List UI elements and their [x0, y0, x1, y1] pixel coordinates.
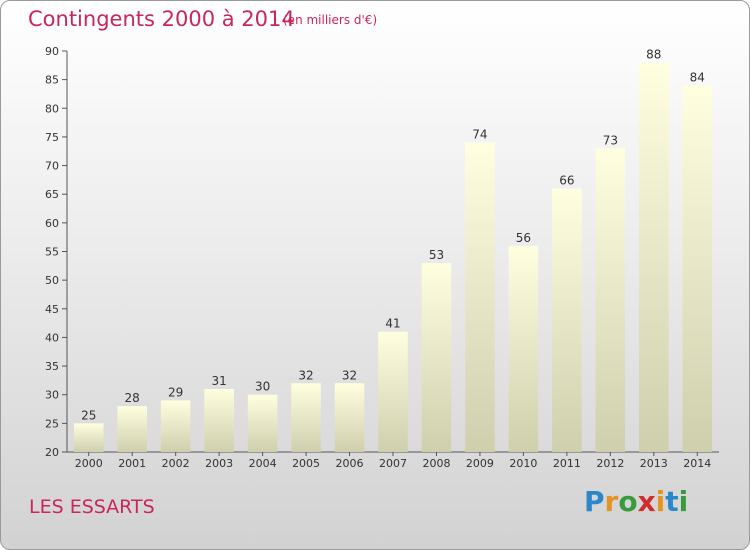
- data-label: 84: [690, 70, 705, 84]
- chart-title: Contingents 2000 à 2014: [28, 7, 295, 31]
- x-tick-label: 2013: [640, 457, 668, 470]
- bar: [160, 400, 191, 452]
- axes: 20 25 30 35 40 45 50 55 60 65 70 75 80 85 90: [45, 45, 719, 459]
- data-label: 29: [168, 385, 183, 399]
- y-tick-label: 40: [45, 331, 59, 344]
- bar: [117, 406, 147, 452]
- data-label: 41: [385, 317, 400, 331]
- bars: [73, 62, 713, 452]
- bar: [552, 188, 582, 452]
- labels: 2000 25 2001 28 2002 29 2003 31 2004 30 2005 32 2006…: [75, 47, 712, 470]
- y-tick-label: 35: [45, 360, 59, 373]
- y-tick-label: 45: [45, 303, 59, 316]
- x-tick-label: 2006: [336, 457, 364, 470]
- x-tick-label: 2002: [162, 457, 190, 470]
- x-tick-label: 2003: [205, 457, 233, 470]
- x-tick-label: 2001: [118, 457, 146, 470]
- place-name: LES ESSARTS: [29, 496, 155, 518]
- x-tick-label: 2009: [466, 457, 494, 470]
- y-tick-label: 25: [45, 417, 59, 430]
- logo-letter: i: [655, 485, 666, 518]
- y-tick-label: 60: [45, 217, 59, 230]
- x-tick-label: 2014: [683, 457, 711, 470]
- y-tick-label: 55: [45, 246, 59, 259]
- x-tick-label: 2012: [596, 457, 624, 470]
- bar: [682, 85, 713, 452]
- data-label: 66: [559, 173, 574, 187]
- x-tick-label: 2004: [249, 457, 277, 470]
- bar: [508, 245, 539, 452]
- data-label: 28: [125, 391, 140, 405]
- x-tick-label: 2000: [75, 457, 103, 470]
- data-label: 74: [472, 128, 487, 142]
- data-label: 32: [342, 368, 357, 382]
- y-tick-label: 80: [45, 102, 59, 115]
- x-tick-label: 2011: [553, 457, 581, 470]
- data-label: 56: [516, 231, 531, 245]
- bar: [378, 331, 408, 452]
- y-tick-label: 75: [45, 131, 59, 144]
- data-label: 32: [298, 368, 313, 382]
- bar: [639, 62, 669, 452]
- data-label: 30: [255, 380, 270, 394]
- data-label: 25: [81, 408, 96, 422]
- y-tick-label: 85: [45, 74, 59, 87]
- bar: [204, 388, 234, 452]
- bar: [421, 262, 452, 452]
- logo-letter: t: [665, 485, 679, 518]
- chart-subtitle: (en milliers d'€): [283, 13, 378, 27]
- x-tick-label: 2010: [509, 457, 537, 470]
- x-tick-label: 2005: [292, 457, 320, 470]
- bar: [73, 423, 104, 452]
- bar: [465, 142, 495, 452]
- data-label: 73: [603, 133, 618, 147]
- y-tick-label: 50: [45, 274, 59, 287]
- logo-letter: i: [678, 485, 689, 518]
- data-label: 53: [429, 248, 444, 262]
- y-tick-label: 70: [45, 160, 59, 173]
- x-tick-label: 2008: [422, 457, 450, 470]
- y-tick-label: 30: [45, 389, 59, 402]
- logo-letter: r: [604, 485, 619, 518]
- y-tick-label: 90: [45, 45, 59, 58]
- bar: [247, 394, 278, 452]
- bar: [291, 383, 321, 452]
- logo-letter: x: [637, 485, 656, 518]
- y-tick-label: 65: [45, 188, 59, 201]
- bar: [595, 148, 626, 452]
- y-tick-label: 20: [45, 446, 59, 459]
- proxiti-logo: Proxiti: [584, 485, 688, 518]
- data-label: 31: [211, 374, 226, 388]
- data-label: 88: [646, 47, 661, 61]
- logo-letter: o: [618, 485, 638, 518]
- x-tick-label: 2007: [379, 457, 407, 470]
- logo-letter: P: [584, 485, 605, 518]
- bar: [334, 383, 365, 452]
